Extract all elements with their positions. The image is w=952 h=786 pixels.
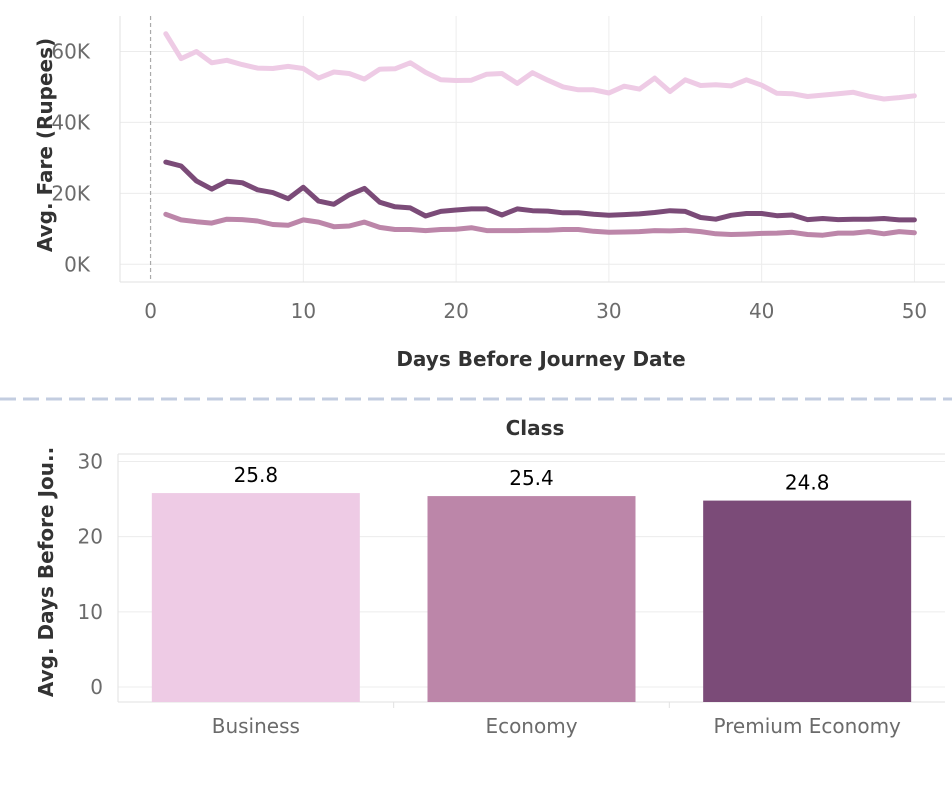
line-x-tick-label: 40 (749, 299, 774, 323)
line-x-axis-title: Days Before Journey Date (396, 347, 685, 371)
line-y-tick-label: 20K (51, 181, 90, 205)
line-x-tick-label: 50 (902, 299, 927, 323)
line-x-tick-label: 30 (596, 299, 621, 323)
line-series-1 (163, 31, 917, 102)
bar-category-label: Business (212, 714, 300, 738)
line-x-tick-label: 20 (443, 299, 468, 323)
bar-marks-group: 25.8 Business 25.4 Economy 24.8 Premium Econo… (151, 463, 912, 738)
line-series-2 (163, 159, 917, 223)
line-y-tick-label: 40K (51, 110, 90, 134)
line-y-tick-label: 60K (51, 39, 90, 63)
bar-y-axis-title: Avg. Days Before Jou.. (34, 447, 58, 697)
bar-y-tick-label: 20 (78, 525, 103, 549)
line-x-tick-labels: 0 10 20 30 40 50 (144, 299, 927, 323)
bar-category-label: Economy (485, 714, 577, 738)
line-chart: 0K 20K 40K 60K 0 10 20 30 40 50 Days Before Jour… (33, 16, 945, 371)
line-y-tick-labels: 0K 20K 40K 60K (51, 39, 90, 276)
line-x-tick-label: 0 (144, 299, 157, 323)
line-x-tick-label: 10 (291, 299, 316, 323)
line-series-group (163, 31, 917, 238)
bar-value-label: 25.8 (234, 463, 279, 487)
bar-y-tick-label: 30 (78, 450, 103, 474)
bar-y-tick-labels: 0 10 20 30 (78, 450, 103, 699)
bar-value-label: 25.4 (509, 466, 554, 490)
line-y-tick-label: 0K (64, 252, 91, 276)
bar-value-label: 24.8 (785, 471, 830, 495)
bar-category-label: Premium Economy (713, 714, 901, 738)
line-y-axis-title: Avg. Fare (Rupees) (33, 38, 57, 252)
bar-y-tick-label: 10 (78, 600, 103, 624)
bar-chart-header: Class (506, 416, 565, 440)
bar-y-tick-label: 0 (90, 675, 103, 699)
line-series-3 (163, 211, 917, 238)
bar-business (151, 493, 360, 702)
line-chart-gridlines (120, 16, 945, 282)
bar-economy (427, 496, 636, 702)
bar-premium-economy (703, 500, 912, 702)
bar-chart: Class 0 10 20 30 25.8 Business 25.4 Economy 24.… (34, 416, 945, 738)
